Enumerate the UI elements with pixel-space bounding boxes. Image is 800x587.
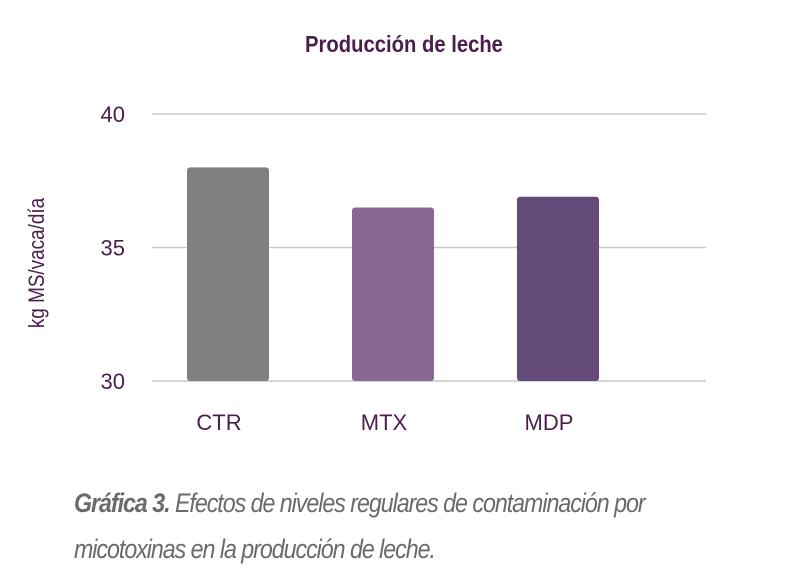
bar-chart: Producción de leche kg MS/vaca/día 30 35 4… xyxy=(25,31,706,435)
figure-caption: Gráfica 3. Efectos de niveles regulares … xyxy=(74,480,676,572)
x-tick-label: MDP xyxy=(525,410,574,435)
x-tick-label: MTX xyxy=(361,410,408,435)
y-tick-label: 35 xyxy=(101,236,125,261)
y-axis-ticks: 30 35 40 xyxy=(101,102,125,394)
caption-lead: Gráfica 3. xyxy=(74,488,171,518)
x-axis-ticks: CTR MTX MDP xyxy=(196,410,573,435)
caption-text: Efectos de niveles regulares de contamin… xyxy=(74,488,646,564)
y-axis-label: kg MS/vaca/día xyxy=(25,197,50,328)
y-tick-label: 40 xyxy=(101,102,125,127)
y-tick-label: 30 xyxy=(101,369,125,394)
bar-ctr xyxy=(187,167,269,381)
chart-title: Producción de leche xyxy=(305,31,503,58)
x-tick-label: CTR xyxy=(196,410,241,435)
bar-mdp xyxy=(517,196,599,381)
bar-mtx xyxy=(352,207,434,381)
bars xyxy=(187,167,599,381)
